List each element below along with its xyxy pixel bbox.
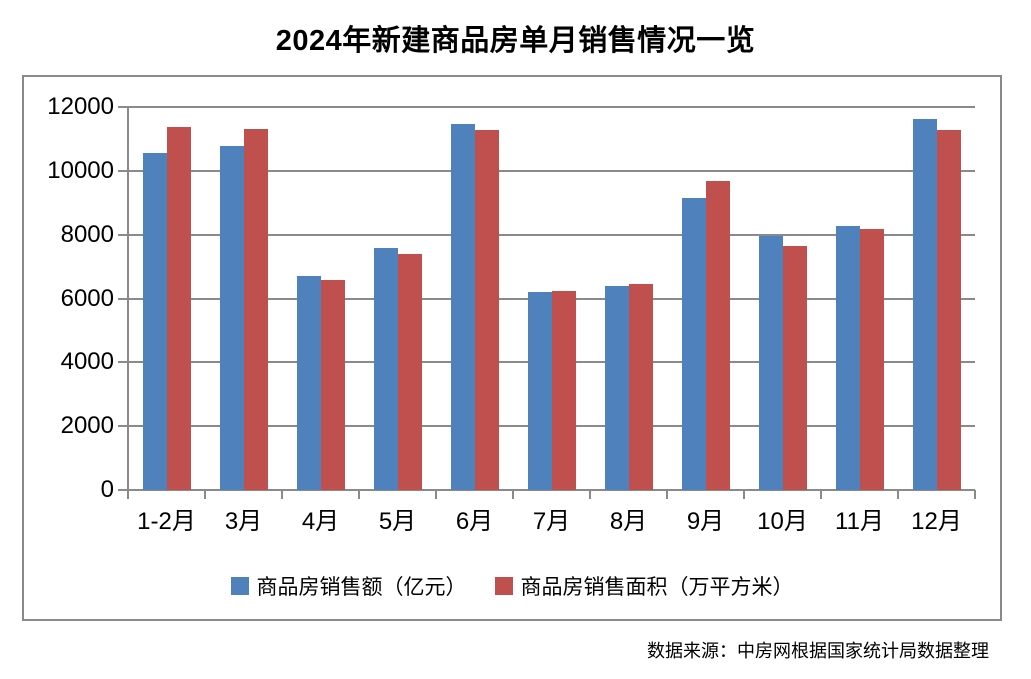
legend-swatch-sales-amount bbox=[230, 577, 249, 595]
bar-series2-9月 bbox=[705, 181, 730, 490]
bar-series1-4月 bbox=[296, 275, 321, 490]
x-axis-tick bbox=[512, 490, 514, 499]
y-axis-tick bbox=[118, 170, 128, 172]
legend-label-sales-area: 商品房销售面积（万平方米） bbox=[520, 575, 794, 599]
x-axis-tick bbox=[743, 490, 745, 499]
y-axis-label: 10000 bbox=[47, 157, 114, 184]
x-axis-tick bbox=[358, 490, 360, 499]
x-axis-tick bbox=[127, 490, 129, 499]
bar-series1-11月 bbox=[835, 226, 860, 490]
x-axis-label: 5月 bbox=[378, 508, 417, 535]
legend-item-sales-amount: 商品房销售额（亿元） bbox=[230, 571, 467, 601]
x-axis-tick bbox=[435, 490, 437, 499]
y-axis-label: 6000 bbox=[60, 285, 114, 312]
y-axis-label: 4000 bbox=[60, 348, 114, 375]
legend-label-sales-amount: 商品房销售额（亿元） bbox=[256, 575, 467, 599]
bar-series2-4月 bbox=[320, 279, 345, 490]
y-axis-tick bbox=[118, 489, 128, 491]
y-axis-tick bbox=[118, 106, 128, 108]
x-axis-label: 8月 bbox=[609, 508, 648, 535]
bar-series2-8月 bbox=[628, 284, 653, 490]
x-axis-label: 7月 bbox=[532, 508, 571, 535]
gridline bbox=[128, 106, 975, 108]
x-axis-tick bbox=[204, 490, 206, 499]
bar-series1-12月 bbox=[912, 119, 937, 490]
y-axis-tick bbox=[118, 298, 128, 300]
bar-series2-5月 bbox=[397, 254, 422, 490]
gridline bbox=[128, 234, 975, 236]
bar-series1-6月 bbox=[450, 124, 475, 490]
bar-group-9 bbox=[744, 107, 821, 490]
bar-group-3 bbox=[282, 107, 359, 490]
y-axis-tick bbox=[118, 361, 128, 363]
bar-group-7 bbox=[590, 107, 667, 490]
x-axis-tick bbox=[281, 490, 283, 499]
source-note: 数据来源：中房网根据国家统计局数据整理 bbox=[647, 641, 989, 661]
x-axis-tick bbox=[897, 490, 899, 499]
x-axis-tick bbox=[666, 490, 668, 499]
bar-series2-1-2月 bbox=[166, 127, 191, 490]
x-axis-label: 4月 bbox=[301, 508, 340, 535]
bar-series1-10月 bbox=[758, 235, 783, 490]
bar-series1-7月 bbox=[527, 292, 552, 490]
x-axis-label: 6月 bbox=[455, 508, 494, 535]
y-axis-label: 8000 bbox=[60, 221, 114, 248]
legend: 商品房销售额（亿元） 商品房销售面积（万平方米） bbox=[24, 571, 1000, 601]
x-axis-line bbox=[128, 489, 975, 491]
x-axis-label: 3月 bbox=[224, 508, 263, 535]
chart-frame: 0 2000 4000 6000 8000 10000 12000 1-2月 3月 4月 5月 6月… bbox=[22, 75, 1002, 621]
y-axis-labels: 0 2000 4000 6000 8000 10000 12000 bbox=[24, 93, 114, 503]
y-axis-tick bbox=[118, 234, 128, 236]
y-axis-line bbox=[127, 107, 129, 490]
x-axis-label: 12月 bbox=[911, 508, 962, 535]
bar-series2-6月 bbox=[474, 130, 499, 490]
bar-group-11 bbox=[898, 107, 975, 490]
x-axis-label: 11月 bbox=[835, 508, 884, 535]
x-axis-label: 9月 bbox=[686, 508, 725, 535]
bar-series2-12月 bbox=[936, 130, 961, 490]
bar-series1-1-2月 bbox=[142, 152, 167, 490]
bar-group-1 bbox=[128, 107, 205, 490]
bar-series1-8月 bbox=[604, 286, 629, 490]
plot-area bbox=[118, 106, 976, 499]
x-axis-tick bbox=[974, 490, 976, 499]
bar-series2-10月 bbox=[782, 246, 807, 490]
chart-title: 2024年新建商品房单月销售情况一览 bbox=[275, 25, 756, 57]
x-axis-tick bbox=[820, 490, 822, 499]
bar-group-5 bbox=[436, 107, 513, 490]
bars-layer bbox=[128, 107, 975, 490]
bar-series2-3月 bbox=[243, 129, 268, 490]
bar-group-6 bbox=[513, 107, 590, 490]
y-axis-tick bbox=[118, 425, 128, 427]
bar-group-2 bbox=[205, 107, 282, 490]
x-axis-label: 1-2月 bbox=[137, 508, 196, 535]
bar-series1-9月 bbox=[681, 197, 706, 490]
bar-series2-7月 bbox=[551, 291, 576, 490]
y-axis-label: 12000 bbox=[47, 93, 114, 120]
x-axis-tick bbox=[589, 490, 591, 499]
legend-item-sales-area: 商品房销售面积（万平方米） bbox=[494, 571, 794, 601]
bar-series1-3月 bbox=[219, 145, 244, 490]
bar-group-8 bbox=[667, 107, 744, 490]
bar-group-4 bbox=[359, 107, 436, 490]
x-axis-label: 10月 bbox=[757, 508, 808, 535]
y-axis-label: 2000 bbox=[60, 412, 114, 439]
bar-series1-5月 bbox=[373, 247, 398, 490]
gridline bbox=[128, 170, 975, 172]
y-axis-label: 0 bbox=[100, 476, 114, 503]
legend-swatch-sales-area bbox=[494, 577, 513, 595]
bar-group-10 bbox=[821, 107, 898, 490]
bar-series2-11月 bbox=[859, 228, 884, 490]
x-axis-labels: 1-2月 3月 4月 5月 6月 7月 8月 9月 10月 11月 12月 bbox=[128, 501, 975, 536]
